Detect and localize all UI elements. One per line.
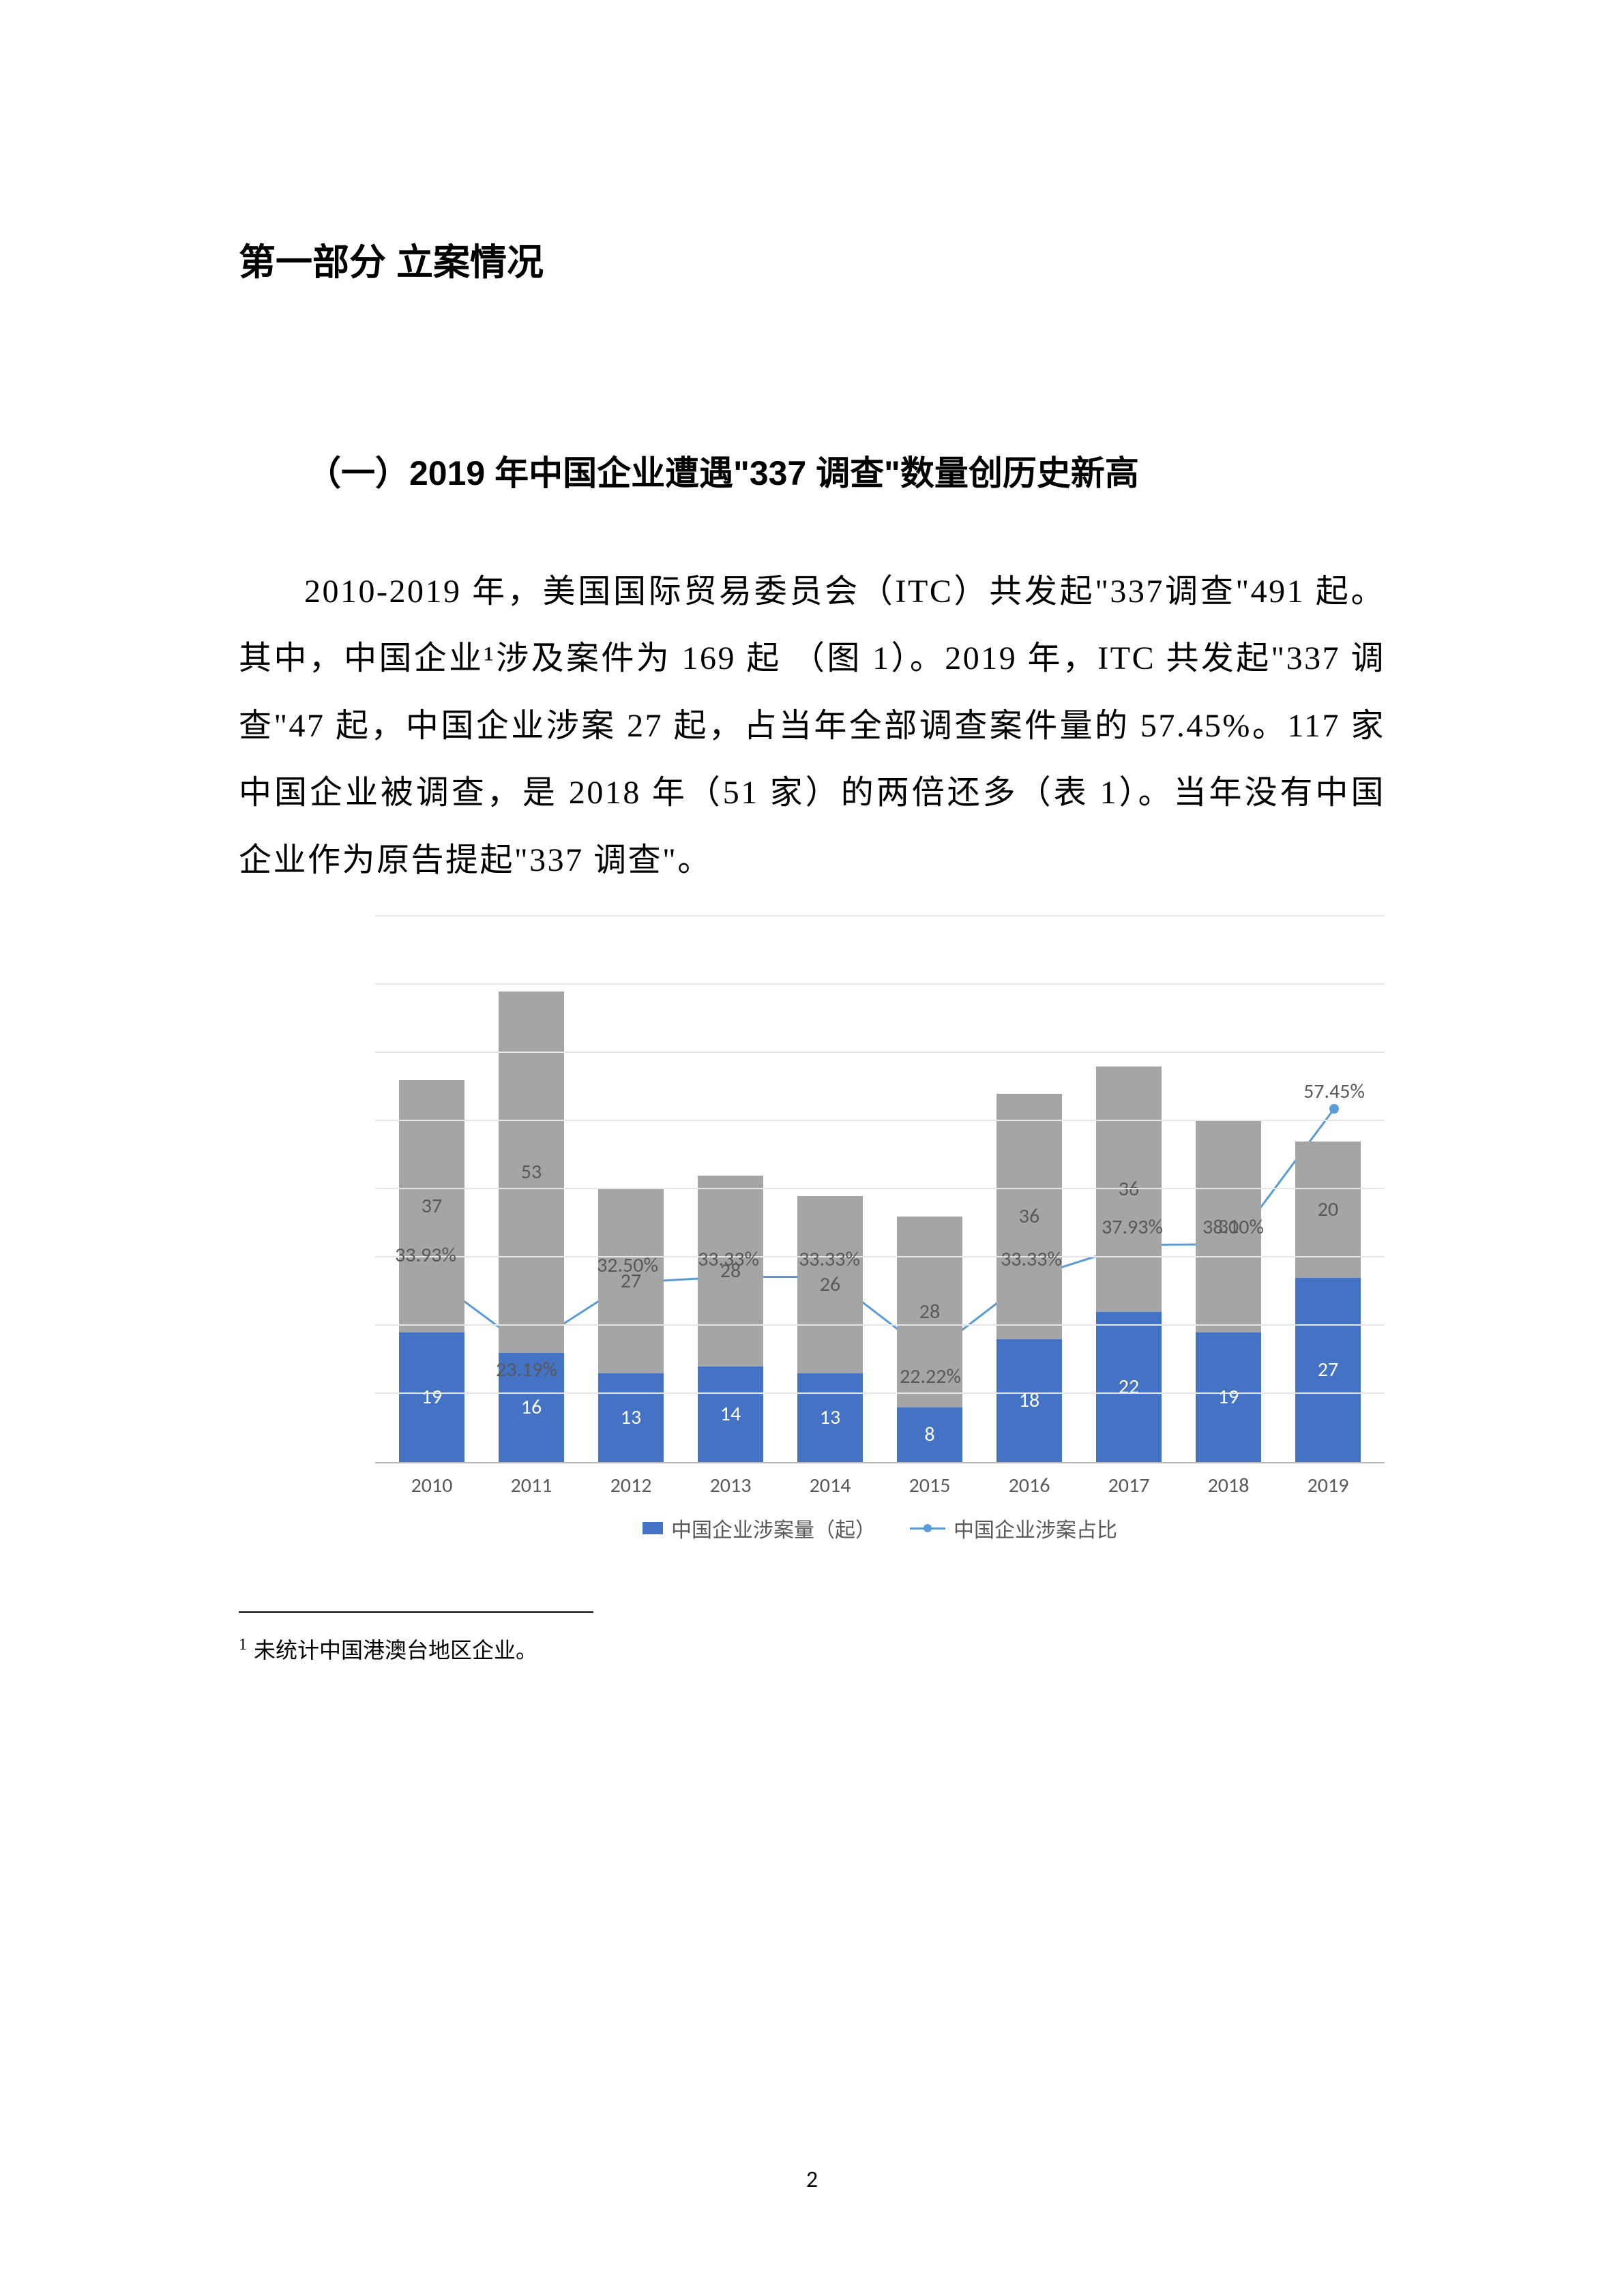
bar-value-bottom: 27	[1318, 1357, 1338, 1382]
footnote-1: 1 未统计中国港澳台地区企业。	[239, 1633, 1385, 1665]
x-axis-tick: 2011	[499, 1473, 564, 1498]
line-value-label: 22.22%	[900, 1364, 961, 1389]
footnote-rule	[239, 1611, 593, 1613]
legend-item-line: 中国企业涉案占比	[910, 1513, 1117, 1543]
x-axis-tick: 2016	[996, 1473, 1062, 1498]
x-axis-tick: 2010	[399, 1473, 464, 1498]
chart-bar: 3119	[1196, 1121, 1261, 1462]
x-axis-tick: 2012	[598, 1473, 664, 1498]
legend-label-bar: 中国企业涉案量（起）	[671, 1513, 876, 1543]
footnote-marker: 1	[239, 1636, 247, 1654]
bar-value-bottom: 14	[720, 1401, 741, 1427]
legend-swatch-bar	[643, 1522, 663, 1534]
section-heading: 第一部分 立案情况	[239, 232, 1385, 286]
line-value-label: 33.93%	[395, 1242, 456, 1268]
bar-segment-china: 13	[797, 1373, 863, 1462]
bar-segment-china: 19	[1196, 1332, 1261, 1462]
bar-value-bottom: 13	[820, 1405, 840, 1430]
bar-value-bottom: 19	[422, 1384, 442, 1410]
bar-segment-china: 19	[399, 1332, 464, 1462]
chart-bar: 36 18	[996, 1094, 1062, 1462]
chart-gridline	[375, 983, 1385, 985]
line-value-label: 32.50%	[597, 1253, 658, 1278]
line-value-label: 23.19%	[496, 1357, 557, 1382]
chart-gridline	[375, 1256, 1385, 1257]
bar-value-top: 28	[919, 1299, 940, 1324]
bar-segment-other: 53	[499, 992, 564, 1353]
bar-segment-other: 26	[797, 1196, 863, 1373]
bar-value-top: 26	[820, 1272, 840, 1297]
legend-swatch-line	[910, 1522, 945, 1534]
bar-value-bottom: 8	[924, 1422, 934, 1447]
chart-bar: 2027	[1295, 1142, 1361, 1462]
bar-segment-china: 8	[897, 1407, 962, 1462]
chart-plot-area: 37 19 53 16 27 13 2814 26 13 28 8 36 18 36 22 3119 20 27 …	[375, 918, 1385, 1463]
x-axis-tick: 2019	[1295, 1473, 1361, 1498]
bar-value-top: 36	[1019, 1204, 1039, 1229]
chart-bar: 37 19	[399, 1080, 464, 1462]
bar-value-bottom: 13	[621, 1405, 641, 1430]
chart-gridline	[375, 1188, 1385, 1189]
bar-segment-other: 36	[996, 1094, 1062, 1339]
bar-value-top: 36	[1119, 1176, 1139, 1202]
chart-bar: 27 13	[598, 1189, 664, 1462]
chart-legend: 中国企业涉案量（起） 中国企业涉案占比	[375, 1513, 1385, 1543]
chart-gridline	[375, 1324, 1385, 1326]
page-number: 2	[806, 2166, 818, 2194]
chart-gridline	[375, 1052, 1385, 1053]
x-axis-tick: 2015	[897, 1473, 962, 1498]
bar-segment-china: 14	[698, 1367, 763, 1462]
bar-segment-china: 18	[996, 1339, 1062, 1462]
chart-bar: 26 13	[797, 1196, 863, 1462]
line-value-label: 33.33%	[1001, 1247, 1062, 1272]
line-value-label: 33.33%	[799, 1247, 860, 1272]
bar-value-top: 20	[1318, 1197, 1338, 1222]
line-value-label: 57.45%	[1303, 1079, 1365, 1104]
subsection-heading: （一）2019 年中国企业遭遇"337 调查"数量创历史新高	[239, 436, 1385, 511]
footnote-text: 未统计中国港澳台地区企业。	[254, 1638, 537, 1663]
chart-bar: 53 16	[499, 992, 564, 1462]
bar-segment-other: 37	[399, 1080, 464, 1332]
chart-bar: 2814	[698, 1176, 763, 1462]
bar-value-bottom: 16	[521, 1395, 542, 1420]
chart-gridline	[375, 1392, 1385, 1394]
bar-value-top: 37	[422, 1193, 442, 1219]
legend-item-bar: 中国企业涉案量（起）	[643, 1513, 876, 1543]
bar-segment-china: 22	[1096, 1312, 1162, 1462]
bar-value-bottom: 19	[1218, 1384, 1239, 1410]
chart-gridline	[375, 1120, 1385, 1121]
chart-x-axis: 2010 2011 2012 2013 2014 2015 2016 2017 2018 2019	[375, 1463, 1385, 1498]
body-paragraph: 2010-2019 年，美国国际贸易委员会（ITC）共发起"337调查"491 …	[239, 558, 1385, 894]
chart-bar: 28 8	[897, 1217, 962, 1462]
bar-value-bottom: 22	[1119, 1374, 1139, 1399]
chart-gridline	[375, 915, 1385, 916]
line-value-label: 37.93%	[1102, 1214, 1163, 1240]
bar-segment-china: 13	[598, 1373, 664, 1462]
bar-segment-other: 36	[1096, 1067, 1162, 1312]
x-axis-tick: 2018	[1196, 1473, 1261, 1498]
bar-segment-other: 27	[598, 1189, 664, 1373]
x-axis-tick: 2013	[698, 1473, 763, 1498]
bar-segment-other: 20	[1295, 1142, 1361, 1278]
x-axis-tick: 2017	[1096, 1473, 1162, 1498]
chart-bar: 36 22	[1096, 1067, 1162, 1462]
line-value-label: 38.00%	[1202, 1214, 1264, 1240]
chart-figure-1: 37 19 53 16 27 13 2814 26 13 28 8 36 18 36 22 3119 20 27 …	[375, 918, 1385, 1543]
bar-segment-china: 27	[1295, 1278, 1361, 1462]
x-axis-tick: 2014	[797, 1473, 863, 1498]
line-value-label: 33.33%	[698, 1247, 759, 1272]
bar-value-top: 53	[521, 1159, 542, 1184]
legend-label-line: 中国企业涉案占比	[954, 1513, 1117, 1543]
